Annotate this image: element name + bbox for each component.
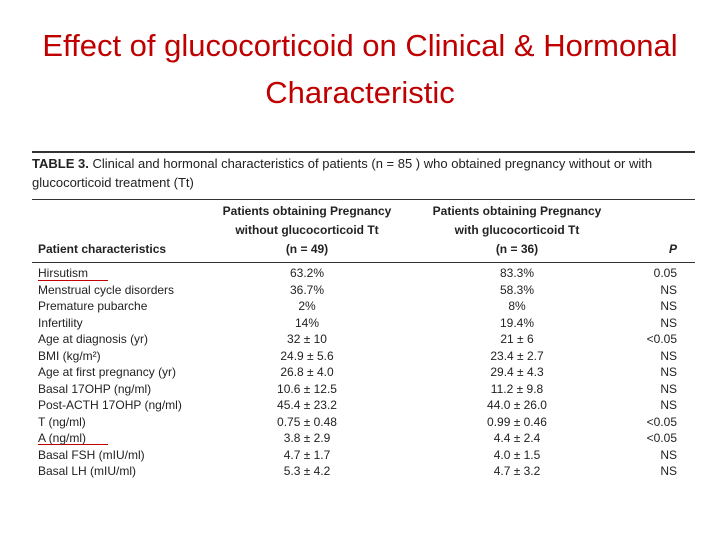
table-cell: NS — [660, 282, 677, 297]
table-cell: NS — [660, 464, 677, 478]
caption-text: Clinical and hormonal characteristics of… — [32, 156, 653, 190]
table-cell: 45.4 ± 23.2 — [277, 398, 337, 412]
table-cell: 2% — [298, 299, 316, 313]
table-cell: 14% — [294, 315, 320, 330]
highlight-underline — [38, 444, 108, 445]
table-cell: 4.4 ± 2.4 — [493, 431, 541, 445]
table-cell: NS — [660, 348, 677, 363]
column-header: with glucocorticoid Tt — [454, 223, 580, 237]
caption-label: TABLE 3. — [32, 156, 89, 171]
table-cell: 0.99 ± 0.46 — [487, 414, 547, 429]
row-label: Hirsutism — [38, 266, 88, 280]
table-cell: 4.0 ± 1.5 — [493, 447, 541, 462]
table-cell: 58.3% — [499, 282, 535, 297]
column-header: P — [668, 242, 677, 256]
table-cell: 24.9 ± 5.6 — [280, 348, 334, 363]
table-cell: 19.4% — [499, 315, 535, 330]
column-header: Patient characteristics — [38, 242, 167, 256]
body-rule — [32, 262, 695, 263]
row-label: Infertility — [38, 315, 83, 330]
table-cell: 23.4 ± 2.7 — [490, 348, 544, 363]
table-caption: TABLE 3. Clinical and hormonal character… — [32, 154, 682, 192]
table-cell: NS — [660, 365, 677, 379]
slide-title: Effect of glucocorticoid on Clinical & H… — [42, 28, 678, 110]
table-cell: 8% — [508, 299, 526, 313]
table-cell: 11.2 ± 9.8 — [490, 381, 544, 396]
row-label: Age at first pregnancy (yr) — [38, 365, 177, 379]
table-top-rule — [32, 151, 695, 153]
table-cell: NS — [660, 299, 677, 313]
column-header: (n = 36) — [495, 242, 539, 256]
table-cell: NS — [660, 315, 677, 330]
table-cell: 21 ± 6 — [500, 332, 534, 346]
header-rule — [32, 199, 695, 200]
table-cell: 44.0 ± 26.0 — [487, 398, 547, 412]
table-cell: NS — [660, 398, 677, 412]
table-cell: 5.3 ± 4.2 — [283, 464, 331, 478]
table-cell: 0.75 ± 0.48 — [277, 414, 337, 429]
row-label: BMI (kg/m²) — [38, 348, 101, 363]
row-label: A (ng/ml) — [38, 431, 87, 445]
table-cell: 26.8 ± 4.0 — [280, 365, 334, 379]
row-label: Premature pubarche — [38, 299, 148, 313]
table-cell: 32 ± 10 — [287, 332, 327, 346]
table-cell: 4.7 ± 3.2 — [493, 464, 541, 478]
table-cell: <0.05 — [646, 332, 677, 346]
table-cell: <0.05 — [646, 431, 677, 445]
table-cell: 83.3% — [499, 266, 535, 280]
row-label: Basal 17OHP (ng/ml) — [38, 381, 152, 396]
table-cell: 4.7 ± 1.7 — [283, 447, 331, 462]
table-cell: NS — [660, 447, 677, 462]
table-cell: 63.2% — [289, 266, 325, 280]
table-cell: NS — [660, 381, 677, 396]
table-cell: 36.7% — [289, 282, 325, 297]
row-label: T (ng/ml) — [38, 414, 86, 429]
row-label: Basal LH (mIU/ml) — [38, 464, 137, 478]
highlight-underline — [38, 280, 108, 281]
table-cell: 0.05 — [653, 266, 677, 280]
column-header: Patients obtaining Pregnancy — [432, 204, 602, 218]
table-cell: 29.4 ± 4.3 — [490, 365, 544, 379]
column-header: (n = 49) — [285, 242, 329, 256]
column-header: without glucocorticoid Tt — [235, 223, 379, 237]
table-cell: 10.6 ± 12.5 — [277, 381, 337, 396]
row-label: Post-ACTH 17OHP (ng/ml) — [38, 398, 182, 412]
column-header: Patients obtaining Pregnancy — [222, 204, 392, 218]
row-label: Age at diagnosis (yr) — [38, 332, 149, 346]
row-label: Basal FSH (mIU/ml) — [38, 447, 145, 462]
row-label: Menstrual cycle disorders — [38, 282, 175, 297]
table-cell: <0.05 — [646, 414, 677, 429]
table-cell: 3.8 ± 2.9 — [283, 431, 331, 445]
